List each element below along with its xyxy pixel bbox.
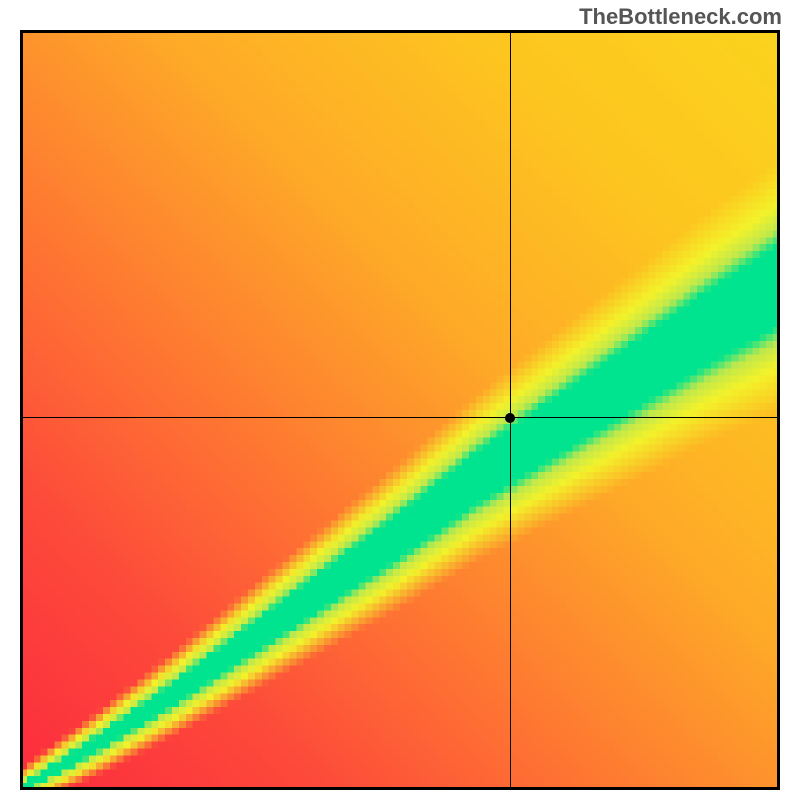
chart-container: TheBottleneck.com (0, 0, 800, 800)
crosshair-horizontal (20, 417, 780, 418)
plot-frame (20, 30, 780, 790)
crosshair-marker (505, 413, 515, 423)
crosshair-vertical (510, 30, 511, 790)
attribution-text: TheBottleneck.com (579, 4, 782, 30)
